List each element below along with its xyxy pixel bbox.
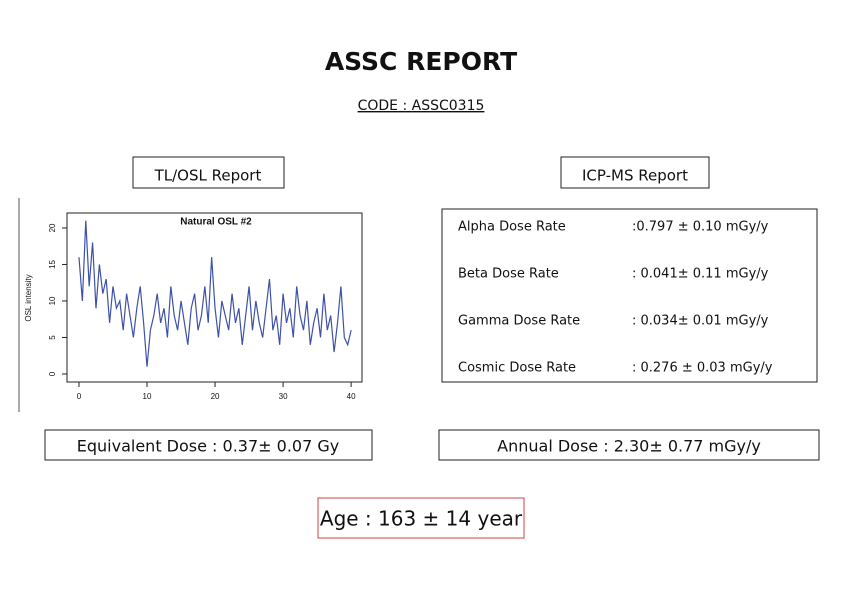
- age: Age : 163 ± 14 year: [320, 507, 523, 531]
- row-label: Gamma Dose Rate: [458, 314, 580, 329]
- left-heading: TL/OSL Report: [154, 167, 262, 185]
- row-value: : 0.041± 0.11 mGy/y: [632, 267, 769, 282]
- report-title: ASSC REPORT: [325, 47, 517, 76]
- x-tick-label: 10: [143, 392, 152, 401]
- result-box: [44, 429, 373, 461]
- equivalent-dose: Equivalent Dose : 0.37± 0.07 Gy: [77, 437, 339, 456]
- x-tick-label: 30: [279, 392, 288, 401]
- x-tick-label: 40: [347, 392, 356, 401]
- dose-rows: Alpha Dose Rate :0.797 ± 0.10 mGy/y Beta D…: [458, 220, 773, 376]
- y-tick-label: 10: [48, 296, 57, 305]
- right-heading: ICP-MS Report: [582, 167, 688, 185]
- chart-title: Natural OSL #2: [180, 217, 252, 228]
- row-label: Cosmic Dose Rate: [458, 361, 576, 376]
- x-tick-label: 20: [211, 392, 220, 401]
- y-tick-label: 15: [48, 259, 57, 268]
- y-tick-label: 0: [48, 371, 57, 376]
- result-box: [438, 429, 820, 461]
- y-tick-label: 5: [48, 335, 57, 340]
- x-tick-label: 0: [77, 392, 82, 401]
- report-code: CODE : ASSC0315: [358, 98, 485, 114]
- age-box: [317, 497, 525, 539]
- heading-box: [132, 156, 285, 189]
- row-label: Beta Dose Rate: [458, 267, 559, 282]
- heading-box: [560, 156, 710, 189]
- osl-line: [78, 220, 352, 367]
- row-value: : 0.276 ± 0.03 mGy/y: [632, 361, 773, 376]
- row-value: : 0.034± 0.01 mGy/y: [632, 314, 769, 329]
- annual-dose: Annual Dose : 2.30± 0.77 mGy/y: [497, 437, 761, 456]
- dose-table: [441, 208, 818, 383]
- row-label: Alpha Dose Rate: [458, 220, 566, 235]
- plot-frame: [66, 212, 363, 383]
- row-value: :0.797 ± 0.10 mGy/y: [632, 220, 769, 235]
- y-axis-label: OSL intensity: [24, 274, 33, 321]
- y-tick-label: 20: [48, 223, 57, 232]
